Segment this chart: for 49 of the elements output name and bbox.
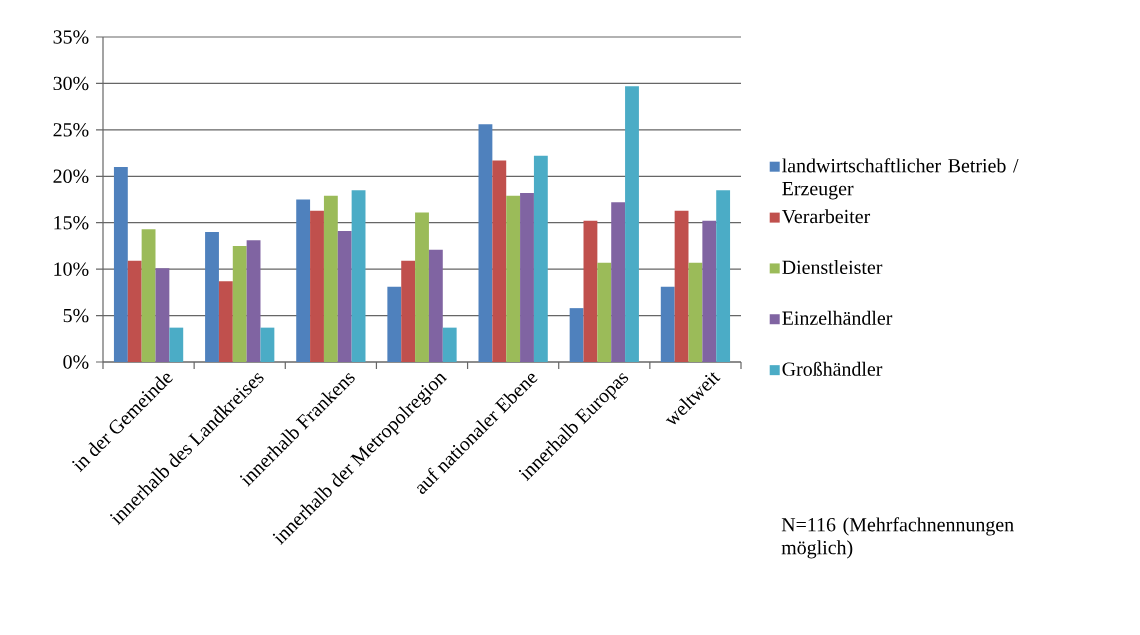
bar	[716, 190, 731, 362]
y-tick-label: 0%	[63, 355, 89, 369]
bar	[688, 262, 703, 362]
bar	[674, 210, 689, 362]
bar	[113, 167, 128, 362]
bar	[155, 268, 170, 362]
y-tick-label: 5%	[63, 308, 89, 323]
bar	[296, 199, 311, 362]
y-tick-label: 15%	[54, 215, 89, 230]
bar	[246, 240, 261, 362]
legend-label: Verarbeiter	[781, 209, 871, 224]
bar	[169, 327, 184, 362]
bar	[260, 327, 275, 362]
bar	[387, 286, 402, 362]
legend-label: landwirtschaftlicher Betrieb / Erzeuger	[782, 158, 1019, 200]
bar	[141, 229, 156, 362]
y-tick-label: 20%	[53, 169, 89, 184]
bar	[492, 160, 507, 362]
bar	[506, 195, 521, 362]
y-tick-label: 35%	[53, 30, 89, 44]
bar	[337, 231, 352, 362]
bar	[205, 232, 219, 362]
bar	[401, 260, 416, 362]
bar	[232, 245, 247, 362]
legend-label: Einzelhändler	[782, 310, 893, 325]
bar	[323, 195, 338, 362]
bar	[625, 86, 639, 362]
bar	[702, 220, 717, 362]
bar	[597, 262, 612, 362]
bar	[351, 190, 366, 362]
bar	[520, 193, 534, 362]
bar	[569, 308, 584, 362]
bar	[583, 220, 598, 362]
text: N=116 (Mehrfachnennungen möglich)	[781, 517, 1014, 559]
bar	[660, 286, 675, 362]
bar	[127, 260, 142, 362]
y-tick-label: 10%	[54, 262, 89, 276]
bar	[478, 124, 493, 362]
bar	[218, 281, 233, 362]
legend-label: Dienstleister	[782, 260, 883, 275]
bar	[428, 249, 443, 362]
legend-label: Großhändler	[782, 361, 883, 376]
bar	[611, 202, 626, 362]
y-tick-label: 25%	[53, 123, 89, 137]
bar	[310, 210, 324, 362]
bar	[442, 327, 457, 362]
bar	[415, 212, 429, 362]
bar	[533, 155, 548, 362]
y-tick-label: 30%	[53, 76, 89, 91]
